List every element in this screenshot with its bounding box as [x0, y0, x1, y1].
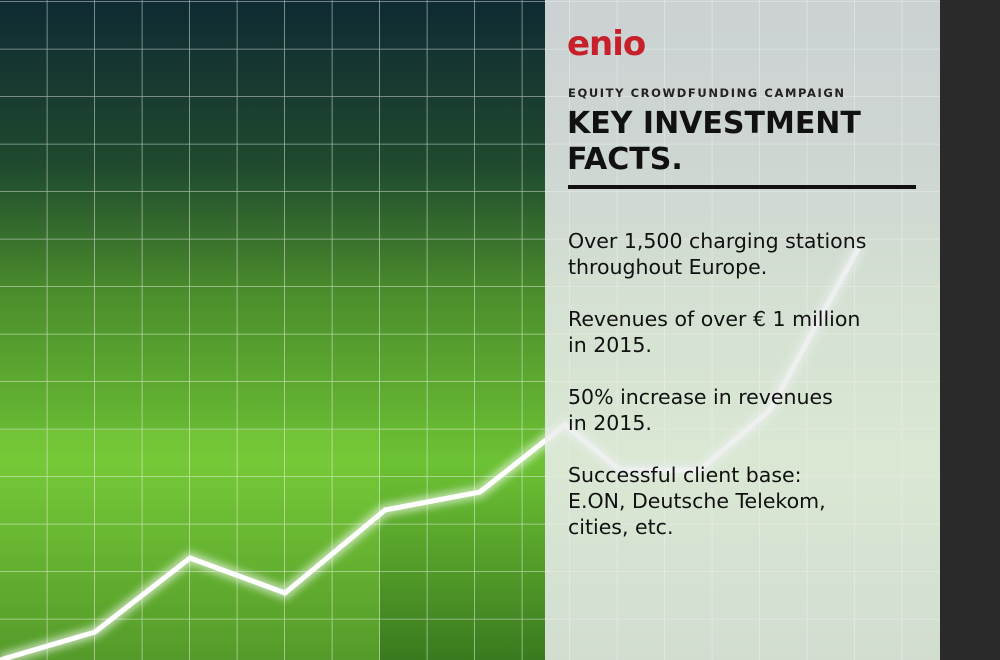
title-line: FACTS. [567, 142, 683, 177]
fact-line: in 2015. [568, 411, 652, 435]
title-line: KEY INVESTMENT [567, 106, 861, 141]
fact-line: 50% increase in revenues [568, 385, 833, 409]
fact-line: cities, etc. [568, 515, 674, 539]
fact-line: Revenues of over € 1 million [568, 307, 861, 331]
fact: 50% increase in revenues in 2015. [568, 384, 866, 436]
fact-line: Over 1,500 charging stations [568, 229, 867, 253]
facts: Over 1,500 charging stations throughout E… [568, 228, 866, 566]
fact: Revenues of over € 1 million in 2015. [568, 306, 866, 358]
fact-line: E.ON, Deutsche Telekom, [568, 489, 826, 513]
logo: enio [567, 24, 646, 64]
fact-line: in 2015. [568, 333, 652, 357]
fact-line: throughout Europe. [568, 255, 768, 279]
fact: Over 1,500 charging stations throughout E… [568, 228, 866, 280]
info-panel: enio EQUITY CROWDFUNDING CAMPAIGN KEY IN… [545, 0, 940, 660]
title: KEY INVESTMENT FACTS. [567, 106, 861, 178]
fact: Successful client base: E.ON, Deutsche Te… [568, 462, 866, 540]
subtitle: EQUITY CROWDFUNDING CAMPAIGN [568, 86, 846, 100]
divider [568, 185, 916, 189]
fact-line: Successful client base: [568, 463, 802, 487]
